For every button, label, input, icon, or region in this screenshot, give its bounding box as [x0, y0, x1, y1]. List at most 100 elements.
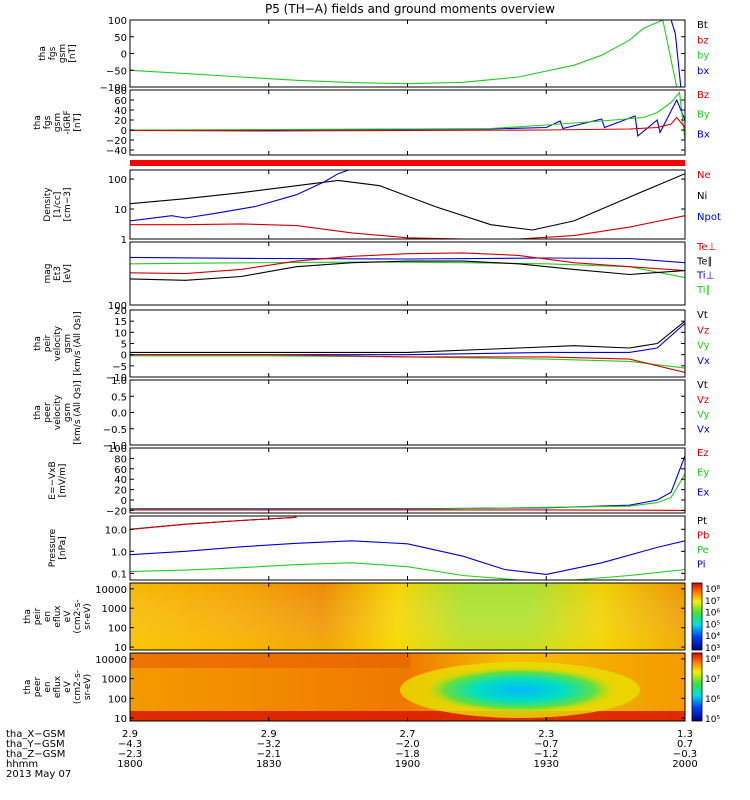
- y-tick-label: 10000: [95, 585, 127, 596]
- orbit-row-label: tha_Z−GSM: [6, 749, 65, 760]
- y-tick-label: 0: [121, 496, 127, 507]
- legend-entry: by: [697, 51, 709, 62]
- colorbar-label: 10⁶: [705, 609, 720, 619]
- legend-entry: Vz: [697, 395, 709, 406]
- y-tick-label: 20: [114, 486, 127, 497]
- y-axis-label-line: sr-eV): [83, 674, 93, 700]
- y-axis-label: thapeirvelocitygsm[km/s (All Qs)]: [33, 311, 83, 375]
- legend-entry: Npot: [697, 212, 721, 223]
- legend-entry: Bx: [697, 129, 710, 140]
- legend-entry: bx: [697, 66, 709, 77]
- y-tick-label: 15: [114, 317, 127, 328]
- series-line: [130, 170, 351, 222]
- legend-entry: Bt: [697, 20, 708, 31]
- y-tick-label: 80: [114, 454, 127, 465]
- colorbar: 10⁸ 10⁷ 10⁶ 10⁵: [691, 652, 720, 725]
- orbit-value: 2.3: [538, 729, 554, 740]
- y-axis-label-line: eV: [63, 610, 73, 623]
- spectrogram-shade: [130, 583, 685, 650]
- y-axis-label-line: eV: [63, 680, 73, 693]
- y-tick-label: −20: [106, 136, 127, 147]
- series-line: [130, 116, 685, 132]
- orbit-value: 1.3: [677, 729, 693, 740]
- legend-entry: Ti⊥: [696, 271, 714, 282]
- y-tick-label: 40: [114, 106, 127, 117]
- y-axis-label-line: peir: [33, 607, 43, 625]
- y-tick-label: 0.0: [111, 409, 127, 420]
- y-axis-label-line: gsm: [58, 44, 68, 63]
- y-tick-label: 0: [121, 126, 127, 137]
- series-line: [130, 260, 685, 281]
- orbit-value: 2.7: [400, 729, 416, 740]
- series-line: [130, 473, 685, 510]
- y-axis-label-line: eflux: [53, 675, 63, 698]
- y-tick-label: 100: [108, 624, 127, 635]
- orbit-value: −1.2: [534, 749, 558, 760]
- y-tick-label: −10: [106, 373, 127, 384]
- y-tick-label: −100: [100, 83, 127, 94]
- y-tick-label: 100: [108, 694, 127, 705]
- legend-entry: Vy: [697, 341, 710, 352]
- legend-entry: Ni: [697, 191, 707, 202]
- y-tick-label: −0.5: [103, 425, 127, 436]
- panel-density: Ne Ni Npot 100 10 1 Density[1/cc][cm−3]: [43, 169, 721, 246]
- legend-entry: Te⊥: [696, 242, 716, 253]
- series-line: [130, 354, 685, 374]
- legend-entry: Ex: [697, 487, 709, 498]
- y-axis-label-line: sr-eV): [83, 603, 93, 629]
- y-axis-label-line: fgs: [48, 46, 58, 60]
- y-axis-label-line: velocity: [53, 394, 63, 430]
- y-tick-label: 100: [108, 175, 127, 186]
- orbit-value: 1830: [256, 759, 281, 770]
- y-tick-label: 100: [108, 444, 127, 455]
- y-axis-label: Density[1/cc][cm−3]: [43, 187, 73, 222]
- colorbar-label: 10⁶: [705, 695, 720, 705]
- orbit-value: 2.9: [122, 729, 138, 740]
- legend-entry: Vy: [697, 410, 710, 421]
- legend: Ez Ey Ex: [697, 448, 709, 498]
- series-line: [130, 540, 685, 575]
- orbit-value: 1900: [395, 759, 420, 770]
- orbit-row-label: hhmm: [6, 759, 38, 770]
- colorbar-scale: [691, 652, 703, 722]
- y-tick-label: 40: [114, 475, 127, 486]
- orbit-value: −2.0: [395, 739, 419, 750]
- colorbar-label: 10⁸: [705, 655, 720, 665]
- y-axis-label-line: tha: [38, 46, 48, 61]
- y-tick-label: 10: [114, 643, 127, 654]
- y-axis-label-line: peer: [43, 402, 53, 423]
- panel-frame: [129, 89, 686, 156]
- y-axis-label: magEt3[eV]: [43, 264, 73, 284]
- y-axis-label-line: mag: [43, 264, 53, 284]
- y-axis-label: thafgsgsm-IGRF[nT]: [33, 110, 83, 134]
- colorbar-label: 10⁷: [705, 597, 720, 607]
- y-axis-label-line: tha: [33, 405, 43, 420]
- y-axis-label-line: tha: [23, 680, 33, 695]
- y-axis-label-line: tha: [33, 336, 43, 351]
- panel-fgs_gsm: Bt bz by bx 100 50 0 −50 −100 thafgsgsm[nT]: [38, 16, 709, 94]
- legend-entry: Vx: [697, 424, 710, 435]
- y-tick-label: 5: [121, 340, 127, 351]
- legend-entry: Bz: [697, 90, 709, 101]
- panel-peer_velocity: Vt Vz Vy Vx 1.0 0.5 0.0 −0.5 −1.0 thapeervelocity…: [33, 376, 710, 452]
- y-axis-label-line: [km/s (All Qs)]: [73, 311, 83, 375]
- orbit-value: −4.3: [118, 739, 142, 750]
- orbit-value: −0.7: [534, 739, 558, 750]
- series-line: [130, 455, 685, 510]
- y-axis-label-line: [nT]: [73, 113, 83, 131]
- y-tick-label: 20: [114, 306, 127, 317]
- y-tick-label: 0.5: [111, 392, 127, 403]
- y-axis-label-line: (cm2-s-: [73, 670, 83, 704]
- series-line: [130, 173, 685, 231]
- legend-entry: Vz: [697, 325, 709, 336]
- y-axis-label-line: [nPa]: [58, 536, 68, 559]
- colorbar-label: 10³: [705, 644, 720, 654]
- y-tick-label: 1000: [102, 604, 127, 615]
- legend-entry: Vt: [697, 380, 708, 391]
- y-axis-label-line: tha: [33, 115, 43, 130]
- spectrogram-high-band: [130, 653, 410, 668]
- panel-pressure: Pt Pb Pe Pi 10.0 1.0 0.1 Pressure[nPa]: [48, 515, 709, 581]
